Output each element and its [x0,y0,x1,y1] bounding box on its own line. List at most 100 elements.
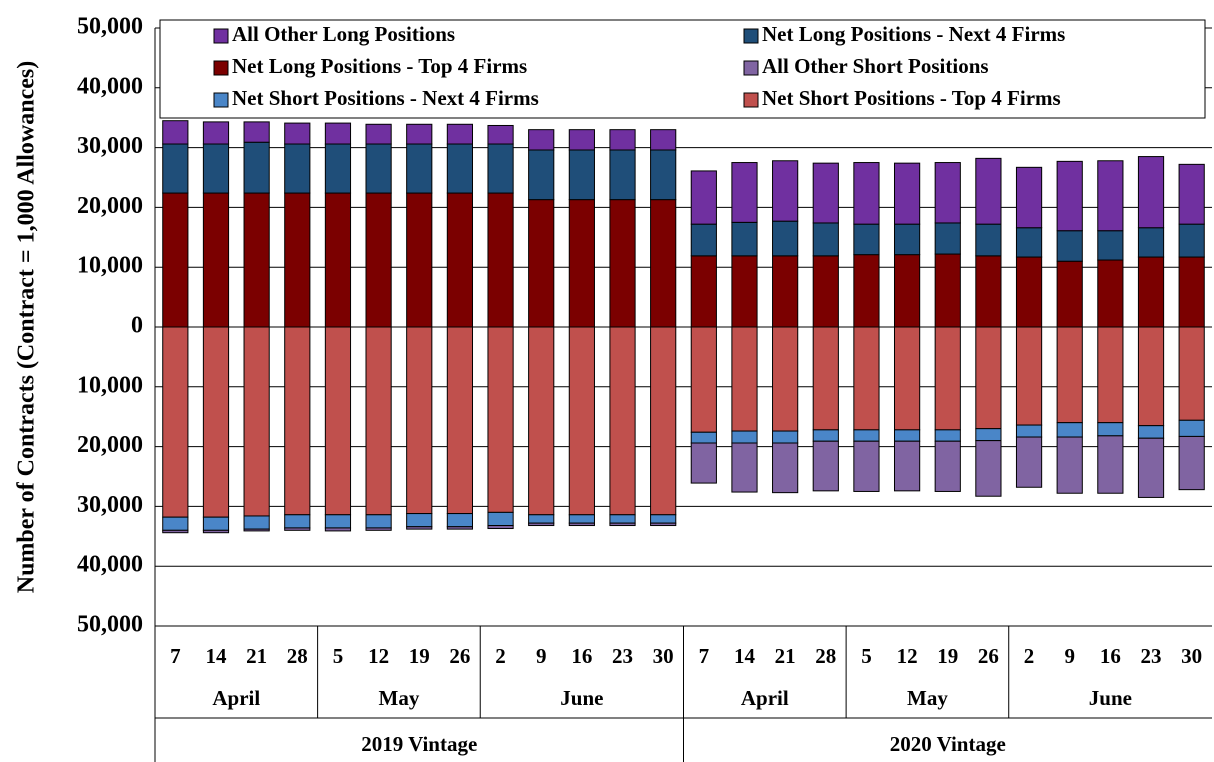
bar-segment [731,221,758,257]
legend-swatch [743,28,759,44]
legend-label: Net Long Positions - Next 4 Firms [762,22,1065,46]
bar-segment [568,514,595,524]
bar-segment [1056,422,1083,438]
months-label: May [379,686,420,710]
bar-segment [406,526,433,530]
bar-segment [1178,435,1205,491]
bar-segment [1178,223,1205,258]
bar-segment [528,522,555,527]
bar-segment [528,199,555,328]
x-tick-label: 7 [170,644,181,668]
bar-segment [609,514,636,524]
bar-segment [812,440,839,492]
x-tick-label: 19 [409,644,430,668]
bar-segment [487,326,514,513]
bar-segment [975,326,1002,430]
bar-segment [324,143,352,194]
bar-segment [1137,156,1165,229]
x-tick-label: 21 [246,644,267,668]
bar-segment [1097,435,1124,494]
bar-segment [609,199,636,328]
legend-label: All Other Long Positions [232,22,455,46]
x-tick-label: 23 [1141,644,1162,668]
bar-segment [365,143,392,194]
x-tick-label: 21 [775,644,796,668]
bar-segment [284,326,311,516]
x-tick-label: 16 [1100,644,1121,668]
bar-segment [406,192,433,328]
legend-label: Net Short Positions - Next 4 Firms [232,86,539,110]
bar-segment [446,192,474,328]
bar-segment [284,143,311,194]
bar-segment [650,129,677,151]
bar-segment [243,515,270,530]
bar-segment [406,513,433,528]
bar-segment [934,429,961,442]
bar-segment [446,326,474,515]
bar-segment [690,326,717,433]
x-tick-label: 12 [897,644,918,668]
bar-segment [1178,326,1205,421]
bar-segment [975,157,1002,225]
vintages-label: 2020 Vintage [890,732,1006,756]
bar-segment [1056,160,1083,232]
bar-segment [1178,163,1205,225]
months-label: April [741,686,789,710]
bar-segment [812,255,839,328]
bar-segment [202,516,230,531]
bar-segment [1015,436,1043,488]
bar-segment [812,162,839,224]
bar-segment [406,326,433,515]
x-tick-label: 2 [1024,644,1035,668]
bar-segment [731,162,758,223]
x-tick-label: 19 [937,644,958,668]
y-tick-label: 10,000 [77,253,143,279]
y-tick-label: 40,000 [77,552,143,578]
bar-segment [528,149,555,201]
bar-segment [1015,326,1043,426]
bar-segment [1137,256,1165,328]
bar-segment [772,255,799,328]
x-tick-label: 5 [861,644,872,668]
bar-segment [609,149,636,201]
bar-segment [202,121,230,145]
bar-segment [853,326,880,431]
bar-segment [1178,256,1205,328]
legend-swatch [213,28,229,44]
x-tick-label: 30 [653,644,674,668]
bar-segment [772,160,799,222]
bar-segment [1015,424,1043,438]
legend-box [159,19,1206,119]
bar-segment [487,124,514,145]
bar-segment [853,254,880,328]
bar-segment [731,430,758,444]
bar-segment [812,222,839,257]
bar-segment [1137,437,1165,498]
bar-segment [934,440,961,492]
bar-segment [975,440,1002,497]
bar-segment [406,123,433,145]
bar-segment [1056,436,1083,494]
bar-segment [1097,160,1124,232]
bar-segment [528,326,555,516]
bar-segment [487,525,514,530]
bar-segment [650,149,677,201]
bar-segment [772,442,799,494]
bar-segment [1015,166,1043,229]
bar-segment [446,143,474,194]
legend-label: Net Short Positions - Top 4 Firms [762,86,1061,110]
bar-segment [324,122,352,145]
months-label: June [1089,686,1132,710]
bar-segment [690,170,717,225]
x-tick-label: 12 [368,644,389,668]
bar-segment [1015,227,1043,258]
bar-segment [162,192,189,328]
bar-segment [243,141,270,194]
x-tick-label: 5 [333,644,344,668]
bar-segment [893,440,921,492]
bar-segment [934,253,961,328]
x-tick-label: 9 [536,644,547,668]
bar-segment [934,222,961,255]
y-tick-label: 20,000 [77,432,143,458]
bar-segment [1097,422,1124,437]
